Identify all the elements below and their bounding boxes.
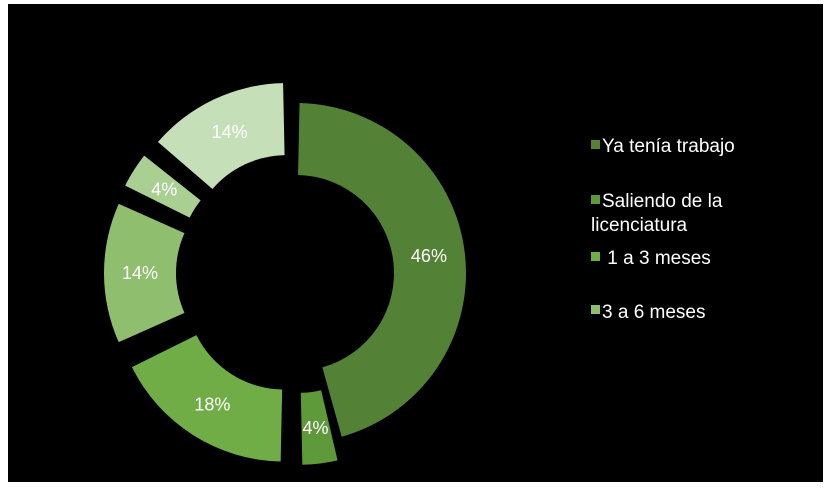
- legend-label-3: 3 a 6 meses: [602, 302, 706, 323]
- legend-entry-1: Saliendo de la licenciatura: [591, 191, 723, 236]
- slice-label-4: 4%: [151, 179, 177, 199]
- slice-labels: 46% 4% 18% 14% 4% 14%: [122, 122, 447, 438]
- slice-label-5: 14%: [212, 122, 248, 142]
- legend-label-0: Ya tenía trabajo: [602, 136, 735, 157]
- slice-label-2: 18%: [194, 395, 230, 415]
- doughnut-slices: [103, 83, 467, 465]
- legend-entry-2: 1 a 3 meses: [591, 248, 711, 269]
- slice-label-3: 14%: [122, 263, 158, 283]
- legend-swatch-0: [591, 140, 600, 149]
- legend-entry-0: Ya tenía trabajo: [591, 136, 735, 157]
- slice-4: [125, 155, 201, 218]
- legend-swatch-3: [591, 305, 600, 314]
- slice-5: [157, 83, 285, 190]
- legend: Ya tenía trabajo Saliendo de la licencia…: [591, 136, 735, 323]
- slice-3: [103, 203, 185, 343]
- slice-label-0: 46%: [411, 246, 447, 266]
- slice-label-1: 4%: [303, 418, 329, 438]
- legend-label-2: 1 a 3 meses: [602, 248, 711, 269]
- slice-0: [298, 103, 467, 437]
- legend-label-1b: licenciatura: [591, 215, 688, 236]
- legend-label-1a: Saliendo de la: [602, 191, 723, 212]
- legend-entry-3: 3 a 6 meses: [591, 302, 706, 323]
- slice-2: [131, 335, 283, 462]
- slice-1: [300, 390, 338, 465]
- legend-swatch-2: [591, 252, 600, 261]
- legend-swatch-1: [591, 195, 600, 204]
